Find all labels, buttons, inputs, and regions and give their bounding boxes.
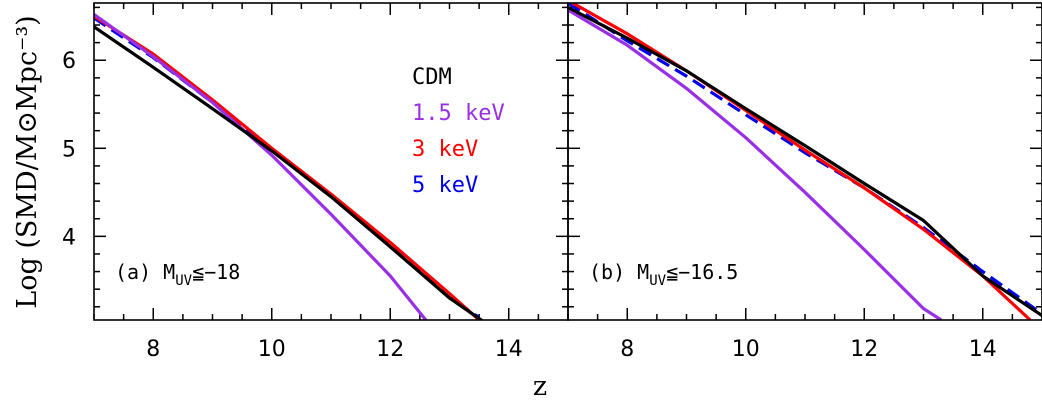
panel-label: (a) MUV≦−18 [115,260,240,289]
x-axis-title: z [533,371,547,402]
x-tick-label: 14 [495,337,523,362]
y-tick-label: 6 [62,49,76,74]
x-tick-label: 8 [146,337,160,362]
series-line-3-kev [569,3,1032,320]
y-axis-title: Log (SMD/M⊙Mpc⁻³) [12,15,43,308]
legend-entry: 5 keV [412,173,478,198]
panel-label-rest: ≦−16.5 [666,260,738,284]
legend-entry: 3 keV [412,137,478,162]
panel-label-text: (b) M [589,260,649,284]
series-line-3-kev [94,14,481,320]
y-tick-label: 5 [62,137,76,162]
series-group [94,13,485,320]
series-line-cdm [94,25,485,320]
legend-entry: CDM [412,65,452,90]
series-line-cdm [568,5,1042,317]
series-line-1-5-kev [568,8,943,320]
panel-a: 8 10 12 14 4 5 6 (a) MUV≦−18 [62,2,569,362]
panel-label-text: (a) M [115,260,175,284]
panel-label: (b) MUV≦−16.5 [589,260,738,289]
panel-label-rest: ≦−18 [192,260,240,284]
x-tick-label: 14 [969,337,997,362]
panel-b: 8 10 12 14 (b) MUV≦−16.5 [567,2,1042,362]
x-tick-label: 12 [850,337,878,362]
series-line-1-5-kev [94,13,428,320]
x-tick-label: 10 [258,337,286,362]
panel-label-subscript: UV [175,273,192,289]
x-tick-label: 10 [732,337,760,362]
x-tick-label: 8 [620,337,634,362]
plot-frame [567,2,1042,321]
panel-label-subscript: UV [649,273,666,289]
legend-entry: 1.5 keV [412,101,505,126]
series-group [568,3,1042,320]
y-tick-label: 4 [62,225,76,250]
x-tick-label: 12 [376,337,404,362]
